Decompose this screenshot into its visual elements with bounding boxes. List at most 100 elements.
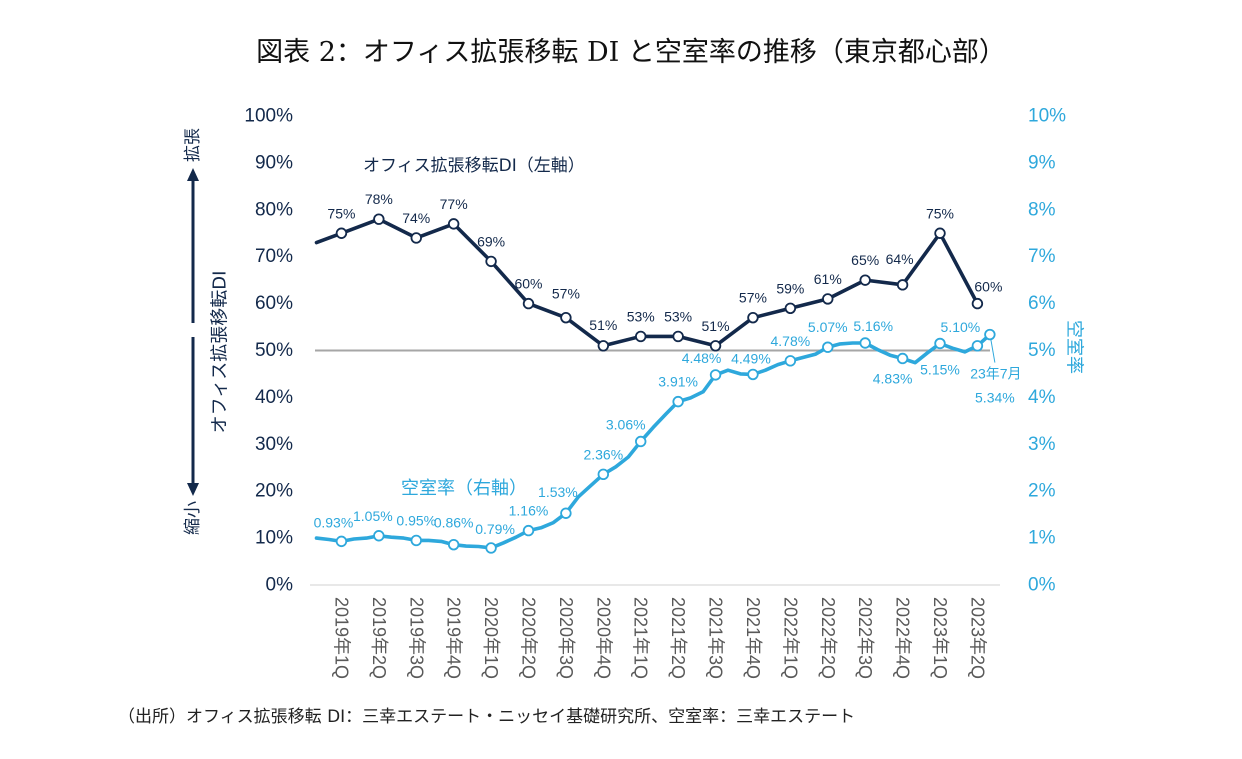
di-point-marker: [635, 330, 647, 343]
right-axis-title: 空室率: [1064, 320, 1085, 374]
left-axis-tick-label: 60%: [255, 293, 293, 314]
di-data-label: 60%: [974, 279, 1002, 295]
di-data-label: 74%: [402, 210, 430, 226]
figure-title: 図表 2：オフィス拡張移転 DI と空室率の推移（東京都心部）: [256, 37, 1006, 68]
di-data-label: 57%: [739, 290, 767, 306]
arrow-up-icon: [187, 168, 199, 181]
x-axis-tick-label: 2023年1Q: [930, 597, 950, 679]
vacancy-data-label: 5.10%: [941, 319, 981, 335]
di-point-marker: [747, 311, 759, 324]
x-axis-tick-label: 2019年4Q: [444, 597, 464, 679]
vacancy-point-marker: [784, 355, 797, 367]
x-axis-tick-label: 2019年2Q: [369, 597, 389, 679]
vacancy-point-marker: [934, 337, 946, 350]
vacancy-point-marker: [447, 538, 460, 551]
right-axis-tick-label: 0%: [1028, 575, 1056, 596]
vacancy-line: [314, 332, 992, 550]
x-axis-tick-label: 2023年2Q: [967, 597, 987, 679]
x-axis-tick-label: 2022年2Q: [818, 597, 838, 679]
vacancy-series-label: 空室率（右軸）: [401, 478, 527, 499]
right-axis-tick-label: 3%: [1028, 434, 1056, 455]
vacancy-data-label: 4.49%: [731, 350, 771, 366]
vacancy-data-label: 5.34%: [975, 390, 1015, 406]
di-data-label: 75%: [327, 205, 355, 221]
annotation-label: 23年7月: [970, 366, 1021, 382]
di-data-label: 65%: [851, 252, 879, 268]
right-axis-tick-label: 5%: [1028, 340, 1056, 361]
vacancy-point-marker: [984, 328, 996, 341]
vacancy-point-marker: [597, 468, 610, 481]
di-point-marker: [672, 330, 684, 343]
source-note: （出所）オフィス拡張移転 DI：三幸エステート・ニッセイ基礎研究所、空室率：三幸…: [118, 707, 855, 727]
di-point-marker: [373, 213, 385, 225]
right-axis-tick-label: 6%: [1028, 293, 1056, 314]
di-data-label: 77%: [440, 196, 468, 212]
vacancy-point-marker: [822, 341, 834, 353]
left-axis-tick-label: 0%: [266, 575, 294, 596]
arrow-up-label: 拡張: [183, 128, 203, 162]
right-axis-tick-label: 7%: [1028, 246, 1056, 267]
di-data-label: 59%: [776, 280, 804, 296]
vacancy-data-label: 4.83%: [873, 370, 913, 386]
left-axis-tick-label: 50%: [255, 340, 293, 361]
arrow-down-label: 縮小: [183, 501, 203, 535]
left-axis-tick-label: 80%: [255, 199, 293, 220]
di-point-marker: [859, 274, 871, 286]
di-data-label: 75%: [926, 205, 954, 221]
left-axis-tick-label: 100%: [244, 106, 293, 127]
left-axis-tick-label: 20%: [255, 481, 293, 502]
vacancy-data-label: 1.16%: [509, 503, 549, 519]
x-axis-tick-label: 2022年1Q: [780, 597, 800, 679]
di-point-marker: [597, 340, 610, 352]
right-axis-tick-label: 9%: [1028, 152, 1056, 173]
di-data-label: 60%: [514, 276, 542, 292]
di-data-label: 53%: [627, 308, 655, 324]
di-data-label: 61%: [814, 271, 842, 287]
di-data-label: 69%: [477, 233, 505, 249]
x-axis-tick-label: 2020年1Q: [481, 597, 501, 679]
left-axis-tick-label: 30%: [255, 434, 293, 455]
di-point-marker: [934, 227, 946, 239]
di-data-label: 78%: [365, 191, 393, 207]
di-data-label: 51%: [702, 318, 730, 334]
plot-area: 0% 10% 20% 30% 40% 50% 60% 70% 80% 90% 100% 0% 1% 2% 3…: [244, 106, 1066, 680]
vacancy-data-label: 4.48%: [682, 350, 722, 366]
vacancy-data-label: 0.95%: [396, 512, 436, 528]
x-axis-tick-label: 2021年2Q: [668, 597, 688, 679]
di-point-marker: [335, 227, 348, 239]
x-axis-tick-label: 2020年2Q: [518, 597, 538, 679]
x-axis-tick-label: 2020年4Q: [593, 597, 613, 679]
di-point-marker: [784, 302, 797, 314]
di-point-marker: [447, 218, 460, 230]
left-axis-title: オフィス拡張移転DI: [210, 271, 231, 434]
vacancy-point-marker: [859, 337, 871, 349]
vacancy-point-marker: [747, 368, 759, 381]
right-axis-tick-label: 1%: [1028, 528, 1056, 549]
vacancy-data-label: 5.15%: [920, 361, 960, 377]
right-axis-tick-label: 2%: [1028, 481, 1056, 502]
di-data-label: 64%: [886, 251, 914, 267]
x-axis-tick-label: 2021年1Q: [631, 597, 651, 679]
right-axis-tick-label: 8%: [1028, 199, 1056, 220]
arrow-down-icon: [187, 483, 199, 496]
di-series-label: オフィス拡張移転DI（左軸）: [363, 156, 585, 176]
vacancy-point-marker: [672, 395, 684, 408]
vacancy-data-label: 0.79%: [475, 521, 515, 537]
right-axis-tick-label: 10%: [1028, 106, 1066, 127]
x-axis-tick-label: 2020年3Q: [556, 597, 576, 679]
annotation-leader-line: [990, 339, 996, 363]
x-axis-tick-label: 2022年4Q: [893, 597, 913, 679]
vacancy-data-label: 5.16%: [853, 318, 893, 334]
di-point-marker: [822, 293, 834, 305]
vacancy-data-label: 5.07%: [808, 319, 848, 335]
vacancy-point-marker: [635, 435, 647, 448]
di-point-marker: [896, 279, 909, 291]
x-axis-tick-label: 2022年3Q: [855, 597, 875, 679]
left-axis-tick-label: 10%: [255, 528, 293, 549]
vacancy-point-marker: [560, 507, 572, 519]
vacancy-data-label: 1.53%: [538, 484, 578, 500]
vacancy-data-label: 1.05%: [353, 508, 393, 524]
di-point-marker: [485, 255, 497, 268]
vacancy-point-marker: [971, 340, 984, 352]
